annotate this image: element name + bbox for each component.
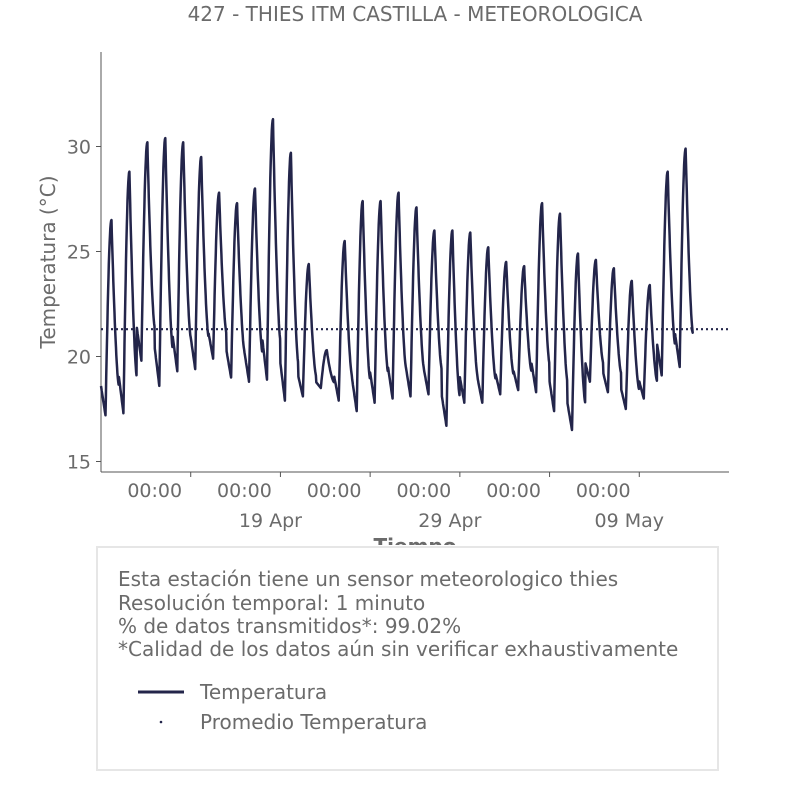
- legend-label-temperatura: Temperatura: [200, 680, 328, 704]
- y-axis-label: Temperatura (°C): [36, 175, 60, 349]
- x-tick-time-label: 00:00: [486, 480, 541, 502]
- y-axis: 15 20 25 30: [67, 52, 102, 474]
- info-line-quality: *Calidad de los datos aún sin verificar …: [118, 637, 679, 661]
- y-tick-label: 15: [67, 452, 91, 474]
- temperatura-series-line: [99, 117, 694, 432]
- x-tick-date-label: 19 Apr: [239, 510, 302, 532]
- x-tick-time-label: 00:00: [217, 480, 272, 502]
- info-box: Esta estación tiene un sensor meteorolog…: [96, 546, 719, 771]
- info-line-sensor: Esta estación tiene un sensor meteorolog…: [118, 567, 619, 591]
- x-tick-date-label: 29 Apr: [418, 510, 481, 532]
- legend-solid-line-icon: [138, 690, 184, 694]
- y-tick-label: 20: [67, 347, 91, 369]
- info-line-resolution: Resolución temporal: 1 minuto: [118, 591, 426, 615]
- x-tick-time-label: 00:00: [127, 480, 182, 502]
- legend-label-promedio: Promedio Temperatura: [200, 710, 428, 734]
- x-tick-time-label: 00:00: [576, 480, 631, 502]
- x-tick-date-label: 09 May: [595, 510, 665, 532]
- info-line-transmitted: % de datos transmitidos*: 99.02%: [118, 614, 462, 638]
- chart-title: 427 - THIES ITM CASTILLA - METEOROLOGICA: [188, 2, 643, 26]
- x-tick-time-label: 00:00: [396, 480, 451, 502]
- legend-dotted-line-icon: [159, 720, 163, 724]
- x-axis-label: Tiempo: [374, 534, 457, 545]
- plot-area: [99, 117, 729, 432]
- y-tick-label: 25: [67, 242, 91, 264]
- y-tick-label: 30: [67, 137, 91, 159]
- x-tick-time-label: 00:00: [307, 480, 362, 502]
- temperature-chart: 427 - THIES ITM CASTILLA - METEOROLOGICA…: [36, 2, 729, 545]
